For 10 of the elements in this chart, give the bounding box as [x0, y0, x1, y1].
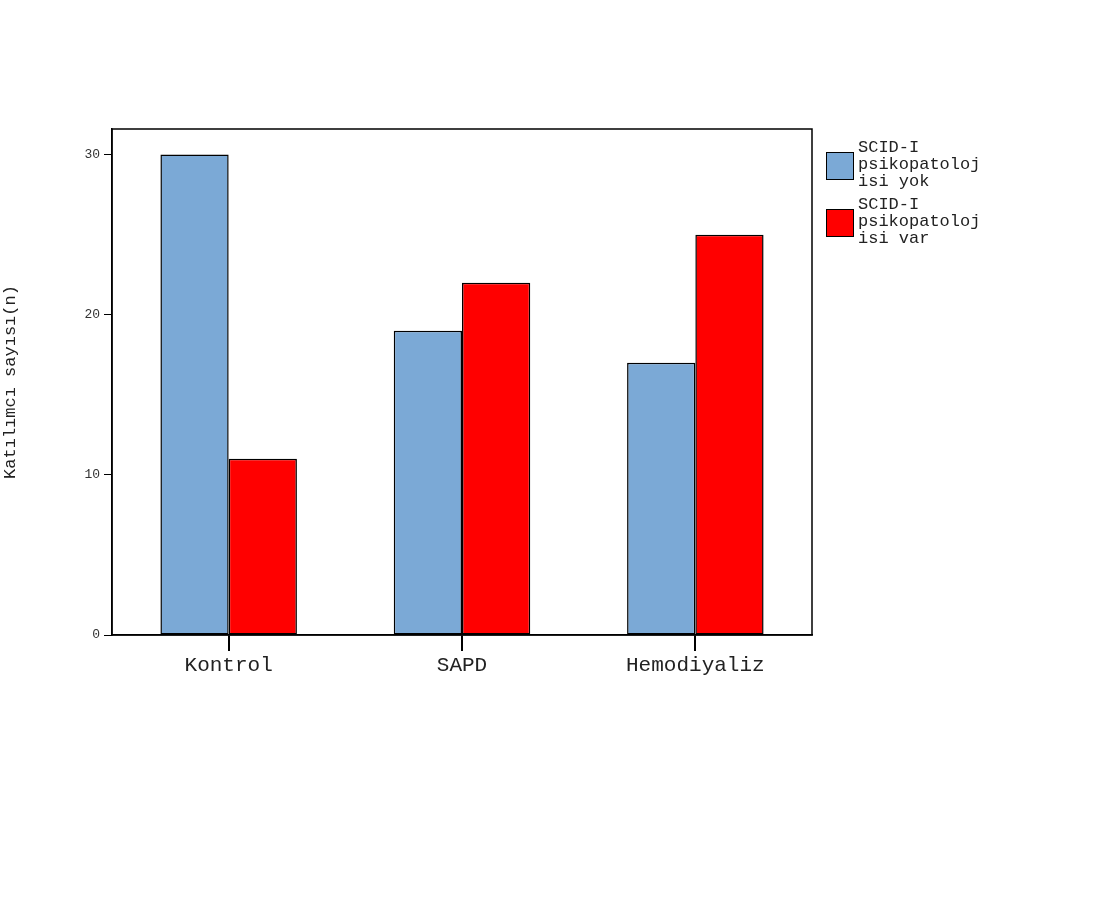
y-tick-label: 30 [84, 147, 100, 163]
y-tick-label: 0 [92, 627, 100, 643]
x-tick-label: Hemodiyaliz [626, 654, 765, 678]
y-axis-title: Katılımcı sayısı(n) [0, 285, 20, 479]
y-tick-label: 10 [84, 467, 100, 483]
legend-label: SCID-I psikopatolojisi yok [858, 138, 982, 191]
legend-label: SCID-I psikopatolojisi var [858, 195, 982, 248]
x-tick-label: SAPD [436, 654, 488, 678]
y-tick-label: 20 [84, 307, 100, 323]
x-tick-label: Kontrol [184, 654, 273, 678]
